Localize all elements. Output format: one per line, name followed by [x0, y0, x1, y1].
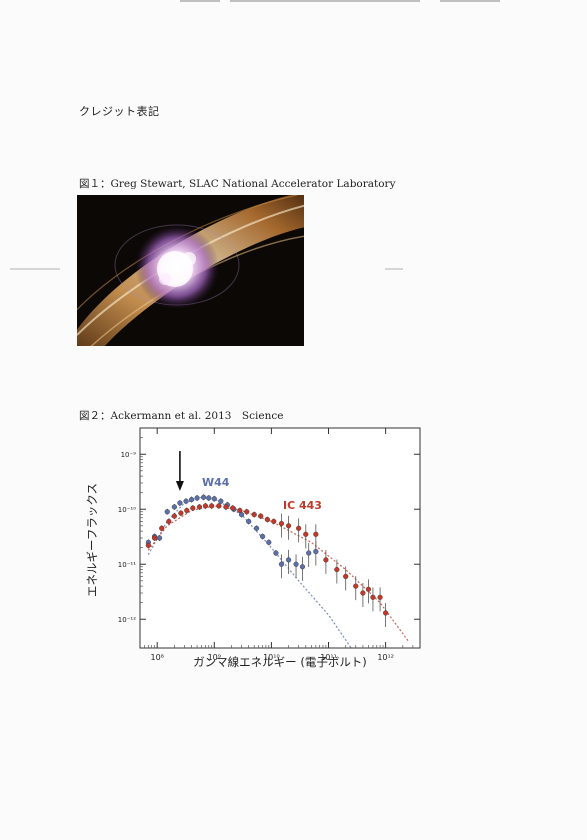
scan-mark-top-3 — [440, 0, 500, 2]
figure-1-caption: 図１：Greg Stewart, SLAC National Accelerat… — [79, 178, 396, 190]
x-tick-label: 10¹¹ — [320, 653, 337, 662]
y-tick-label: 10⁻¹² — [118, 616, 136, 624]
scan-smudge-right — [385, 268, 403, 270]
x-tick-label: 10¹² — [377, 653, 394, 662]
supernova-artwork — [77, 195, 304, 346]
figure-2-caption: 図２：Ackermann et al. 2013 Science — [79, 410, 284, 422]
x-tick-label: 10⁸ — [150, 653, 163, 662]
y-tick-label: 10⁻¹¹ — [118, 561, 136, 569]
x-tick-label: 10⁹ — [208, 653, 221, 662]
x-tick-label: 10¹⁰ — [263, 653, 280, 662]
chart-background — [140, 428, 420, 648]
credit-heading: クレジット表記 — [79, 105, 160, 118]
supernova-illustration — [77, 195, 304, 346]
scan-mark-top-1 — [180, 0, 220, 2]
y-tick-label: 10⁻⁹ — [121, 451, 137, 459]
y-axis-label: エネルギーフラックス — [85, 483, 99, 597]
y-tick-label: 10⁻¹⁰ — [118, 506, 136, 514]
scan-mark-top-2 — [230, 0, 420, 2]
x-axis-label: ガンマ線エネルギー (電子ボルト) — [193, 655, 367, 669]
scan-smudge-left — [10, 268, 60, 270]
